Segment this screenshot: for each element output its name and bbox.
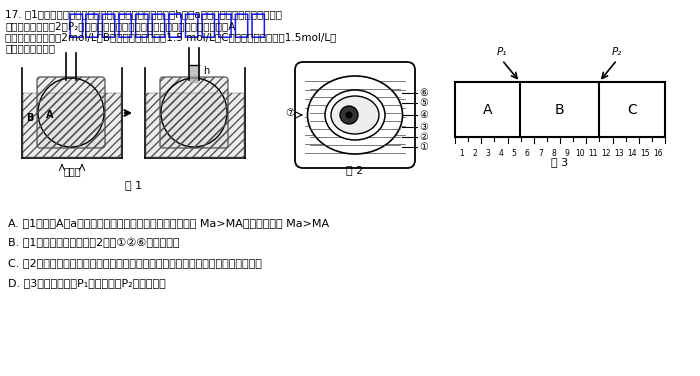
Text: A: A	[483, 103, 492, 117]
Bar	[23, 93, 121, 157]
Text: 9: 9	[564, 149, 569, 158]
Text: D. 图3实验开始时，P₁将向右移，P₂也向右移动: D. 图3实验开始时，P₁将向右移，P₂也向右移动	[8, 278, 166, 288]
Text: 1: 1	[459, 149, 464, 158]
Text: 下列叙述正确的是: 下列叙述正确的是	[5, 43, 55, 53]
Text: ⑦: ⑦	[286, 108, 295, 118]
Text: B: B	[27, 113, 34, 123]
Text: 室内蔗糖溶液浓度为2mol/L，B室内蔗糖溶液浓度为1.5 mol/L，C室内蔗糖溶液浓度为1.5mol/L。: 室内蔗糖溶液浓度为2mol/L，B室内蔗糖溶液浓度为1.5 mol/L，C室内蔗…	[5, 32, 337, 42]
Text: C: C	[627, 103, 637, 117]
Bar	[146, 93, 244, 157]
Circle shape	[340, 106, 358, 124]
Text: ②: ②	[419, 132, 428, 142]
Bar	[146, 93, 244, 157]
Text: 14: 14	[627, 149, 637, 158]
Text: ③: ③	[419, 122, 428, 132]
Text: 7: 7	[538, 149, 542, 158]
Text: 17. 图1表示渗透作用装置，一段时间后液面上升的高度为h。图a是处于质量分数状态的洋葱鳞: 17. 图1表示渗透作用装置，一段时间后液面上升的高度为h。图a是处于质量分数状…	[5, 9, 282, 19]
Text: 3: 3	[485, 149, 490, 158]
Text: A. 图1中如果A、a均为蔗糖溶液，则开始时浓度大小关系为 Ma>MA，达到平衡后 Ma>MA: A. 图1中如果A、a均为蔗糖溶液，则开始时浓度大小关系为 Ma>MA，达到平衡…	[8, 218, 329, 228]
Text: 图 2: 图 2	[346, 165, 363, 175]
Text: 2: 2	[473, 149, 477, 158]
Text: ④: ④	[419, 110, 428, 120]
Text: P₁: P₁	[497, 47, 508, 57]
Text: 4: 4	[498, 149, 503, 158]
Text: 5: 5	[512, 149, 517, 158]
Text: ⑥: ⑥	[419, 88, 428, 98]
FancyBboxPatch shape	[160, 77, 228, 148]
Text: C. 图2细胞此时浸润在一定浓度的蔗糖溶液中，则外界溶液浓度一定大于细胞液浓度: C. 图2细胞此时浸润在一定浓度的蔗糖溶液中，则外界溶液浓度一定大于细胞液浓度	[8, 258, 262, 268]
Circle shape	[346, 112, 353, 118]
FancyBboxPatch shape	[295, 62, 415, 168]
Text: 图 1: 图 1	[125, 180, 142, 190]
Text: h: h	[203, 66, 209, 76]
Text: 12: 12	[601, 149, 610, 158]
Text: 11: 11	[588, 149, 598, 158]
Text: 6: 6	[525, 149, 530, 158]
Text: ⑤: ⑤	[419, 98, 428, 108]
Text: P₂: P₂	[612, 47, 622, 57]
Ellipse shape	[331, 96, 379, 134]
Text: 13: 13	[615, 149, 624, 158]
Text: 16: 16	[654, 149, 664, 158]
Text: A: A	[46, 109, 54, 120]
Text: 半透膜: 半透膜	[63, 166, 80, 176]
Text: 15: 15	[640, 149, 650, 158]
Ellipse shape	[307, 76, 402, 154]
Bar	[455, 82, 665, 137]
Text: B. 图1中的半透膜相当于图2中的①②⑥组成的结构: B. 图1中的半透膜相当于图2中的①②⑥组成的结构	[8, 238, 179, 248]
Text: 图 3: 图 3	[552, 157, 568, 167]
Text: ①: ①	[419, 142, 428, 152]
FancyBboxPatch shape	[37, 77, 105, 148]
Text: 10: 10	[575, 149, 584, 158]
Bar	[23, 93, 121, 157]
Ellipse shape	[325, 90, 385, 140]
Text: 8: 8	[551, 149, 556, 158]
Text: 片叶表皮细胞，图2中P₂为半透膜组成的结构；且在图所示的小室可以由滑动。A: 片叶表皮细胞，图2中P₂为半透膜组成的结构；且在图所示的小室可以由滑动。A	[5, 21, 235, 31]
Text: 微信公众号关注：趣找答案: 微信公众号关注：趣找答案	[68, 11, 267, 39]
Text: B: B	[554, 103, 564, 117]
Bar	[190, 65, 199, 83]
